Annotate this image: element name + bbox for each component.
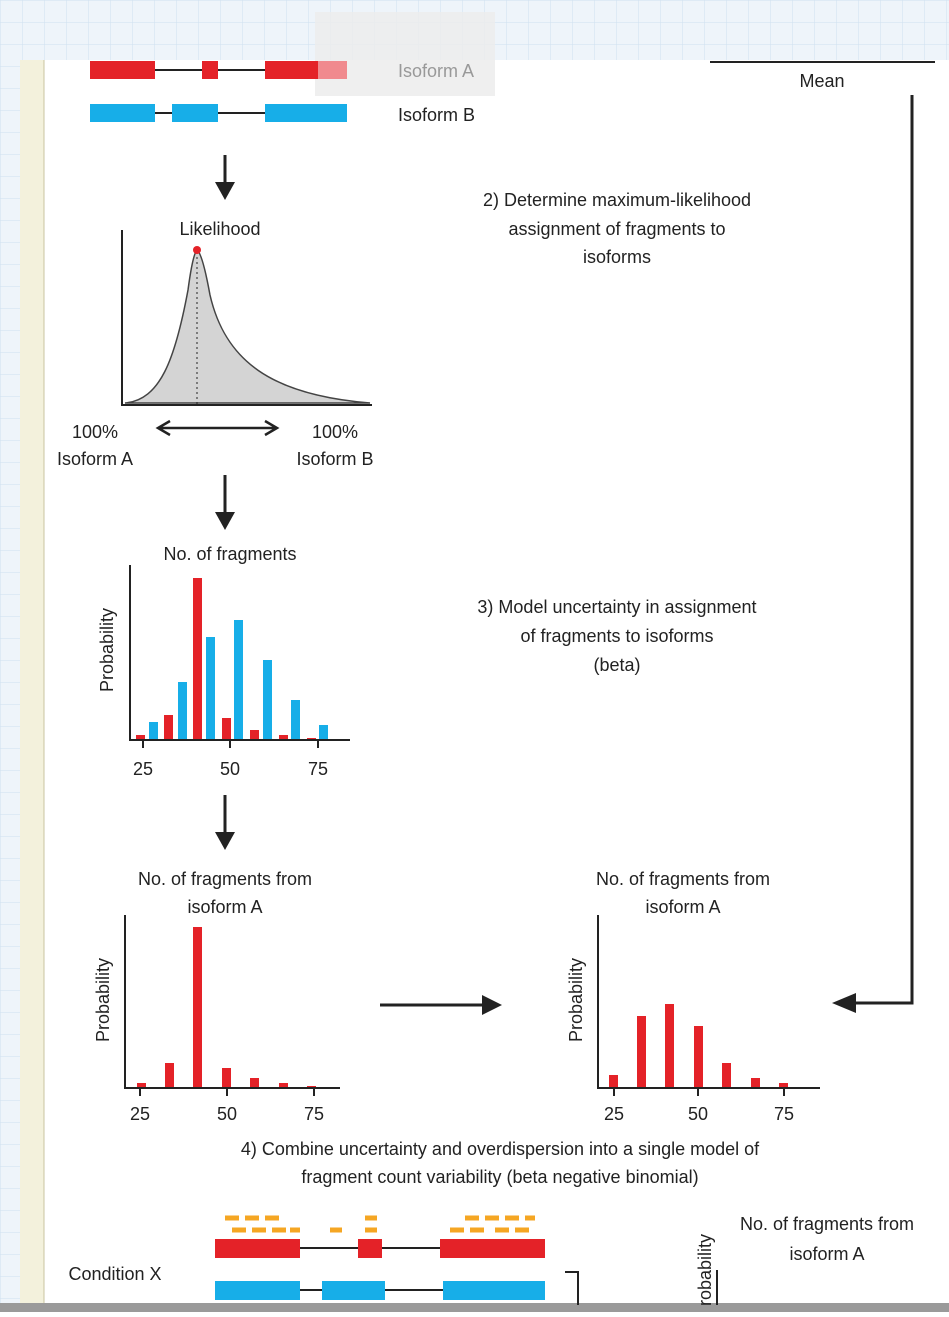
isoform-b-label: Isoform B <box>398 105 475 125</box>
page: Isoform A Isoform B Mean Likelihood 100%… <box>0 0 949 1312</box>
panel-margin <box>20 60 44 1305</box>
y-label: Probability <box>566 958 586 1042</box>
left-label: 100% <box>72 422 118 442</box>
y-label: Probability <box>97 608 117 692</box>
left-label: Isoform A <box>57 449 133 469</box>
x-tick-label: 75 <box>774 1104 794 1124</box>
x-tick-label: 25 <box>604 1104 624 1124</box>
hist-title: isoform A <box>645 897 720 917</box>
hist-title: isoform A <box>789 1244 864 1264</box>
y-label: Probability <box>93 958 113 1042</box>
likelihood-title: Likelihood <box>179 219 260 239</box>
ml-point <box>193 246 201 254</box>
x-tick-label: 75 <box>308 759 328 779</box>
step-text: 4) Combine uncertainty and overdispersio… <box>241 1139 760 1159</box>
hist-title: No. of fragments <box>163 544 296 564</box>
y-label: Probability <box>695 1234 715 1312</box>
x-tick-label: 75 <box>304 1104 324 1124</box>
hist-title: isoform A <box>187 897 262 917</box>
condition-label: Condition X <box>68 1264 161 1284</box>
hist-title: No. of fragments from <box>596 869 770 889</box>
x-tick-label: 50 <box>217 1104 237 1124</box>
x-tick-label: 50 <box>688 1104 708 1124</box>
right-label: Isoform B <box>296 449 373 469</box>
step-text: fragment count variability (beta negativ… <box>301 1167 698 1187</box>
mean-label: Mean <box>799 71 844 91</box>
sticker <box>315 12 495 96</box>
panel <box>20 60 949 1305</box>
step-text: assignment of fragments to <box>508 219 725 239</box>
figure: Isoform A Isoform B Mean Likelihood 100%… <box>0 0 949 1312</box>
hist-title: No. of fragments from <box>138 869 312 889</box>
x-tick-label: 50 <box>220 759 240 779</box>
step-text: 2) Determine maximum-likelihood <box>483 190 751 210</box>
step-text: isoforms <box>583 247 651 267</box>
bottom-edge <box>0 1303 949 1312</box>
isoform-a-label: Isoform A <box>398 61 474 81</box>
x-tick-label: 25 <box>130 1104 150 1124</box>
step-text: (beta) <box>593 655 640 675</box>
step-text: 3) Model uncertainty in assignment <box>477 597 756 617</box>
x-tick-label: 25 <box>133 759 153 779</box>
hist-title: No. of fragments from <box>740 1214 914 1234</box>
right-label: 100% <box>312 422 358 442</box>
condition-x-gene-a <box>215 1239 545 1258</box>
step-text: of fragments to isoforms <box>520 626 713 646</box>
